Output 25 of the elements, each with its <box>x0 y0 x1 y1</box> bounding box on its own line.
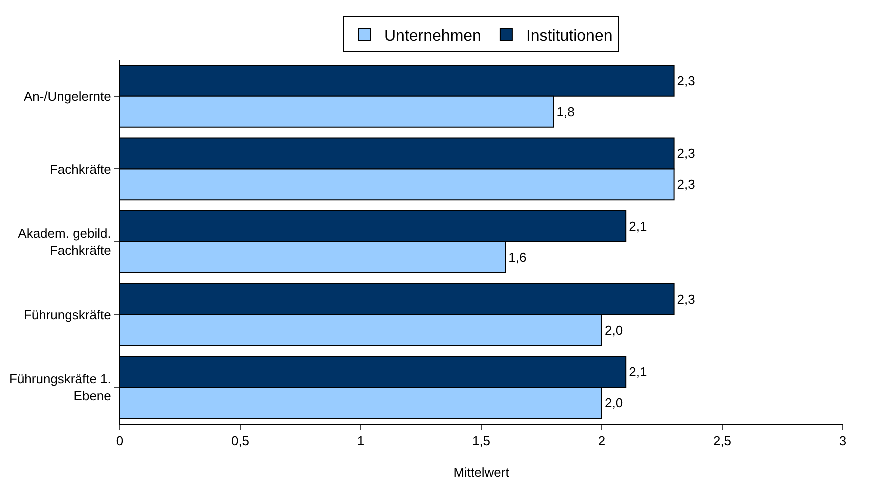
y-tick-label: Akadem. gebild. Fachkräfte <box>18 226 112 258</box>
data-label: 2,3 <box>677 73 696 88</box>
x-tick-label: 3 <box>839 434 847 449</box>
data-label: 2,3 <box>677 146 696 162</box>
y-tick-label: Führungskräfte <box>24 307 112 322</box>
x-tick-label: 0 <box>116 434 124 449</box>
y-tick-label: Fachkräfte <box>50 162 112 177</box>
x-tick-label: 1 <box>357 434 365 449</box>
x-tick-label: 0,5 <box>231 434 250 449</box>
x-axis-title: Mittelwert <box>454 465 510 480</box>
data-label: 1,6 <box>508 250 527 265</box>
legend-label: Unternehmen <box>384 28 482 45</box>
data-label: 2,0 <box>605 322 624 338</box>
data-label: 2,1 <box>629 364 648 380</box>
y-tick-label: An-/Ungelernte <box>24 88 112 104</box>
x-tick-label: 2,5 <box>713 434 732 449</box>
data-label: 2,1 <box>629 219 648 234</box>
data-label: 2,3 <box>677 292 696 307</box>
data-label: 2,3 <box>677 177 696 192</box>
data-label: 1,8 <box>556 104 575 120</box>
legend-label: Institutionen <box>526 28 613 45</box>
y-tick-label: Führungskräfte 1. Ebene <box>10 372 112 404</box>
x-tick-label: 2 <box>598 434 606 449</box>
data-label: 2,0 <box>605 396 624 411</box>
x-tick-label: 1,5 <box>472 434 491 449</box>
